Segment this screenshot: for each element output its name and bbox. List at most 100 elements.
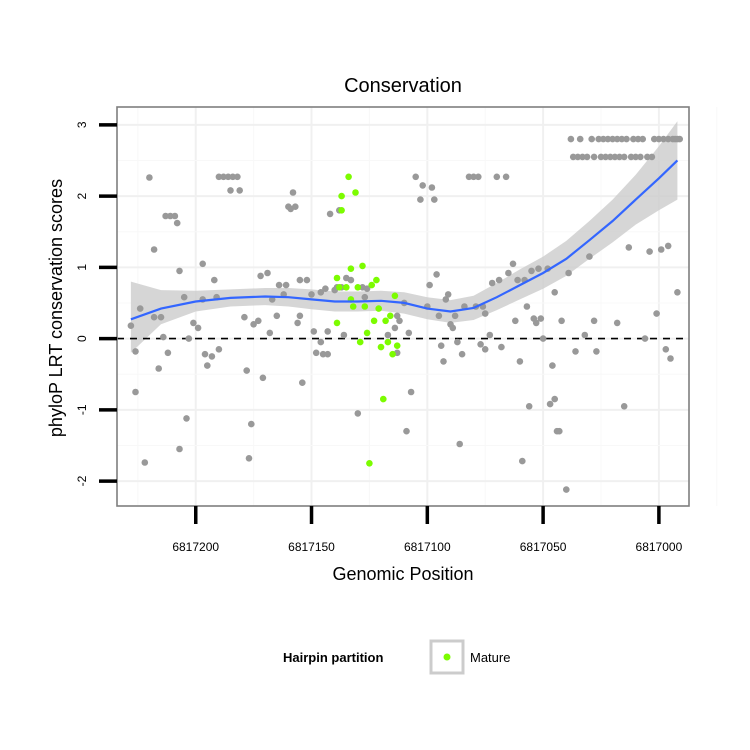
- point-other: [549, 362, 556, 369]
- point-other: [539, 335, 547, 342]
- point-other: [648, 153, 656, 161]
- point-other: [620, 153, 628, 161]
- point-mature: [377, 343, 385, 351]
- point-other: [183, 415, 190, 422]
- point-other: [224, 173, 232, 181]
- point-other: [644, 153, 651, 161]
- point-other: [667, 355, 674, 362]
- point-mature: [375, 305, 383, 312]
- point-other: [384, 331, 392, 339]
- point-other: [190, 319, 197, 327]
- point-other: [456, 440, 464, 448]
- point-other: [312, 349, 320, 357]
- point-other: [576, 135, 584, 143]
- point-other: [523, 303, 531, 310]
- point-other: [565, 269, 572, 277]
- point-other: [296, 276, 304, 284]
- point-other: [150, 246, 158, 253]
- point-other: [502, 173, 510, 181]
- point-mature: [361, 303, 369, 310]
- point-other: [451, 312, 459, 320]
- point-other: [574, 153, 582, 161]
- point-other: [607, 153, 614, 161]
- point-other: [354, 410, 362, 417]
- point-other: [609, 135, 616, 143]
- point-mature: [343, 284, 350, 291]
- x-tick-label: 6817000: [636, 540, 683, 554]
- point-other: [498, 343, 505, 351]
- point-mature: [352, 189, 359, 196]
- x-tick-label: 6817150: [288, 540, 335, 554]
- point-other: [590, 153, 598, 161]
- y-tick-label: 2: [75, 192, 89, 199]
- point-other: [324, 350, 332, 358]
- point-other: [167, 212, 174, 220]
- point-other: [146, 174, 153, 181]
- point-other: [625, 244, 633, 251]
- point-other: [254, 317, 262, 325]
- point-other: [236, 187, 243, 194]
- point-other: [319, 350, 327, 358]
- point-other: [449, 324, 457, 332]
- point-other: [403, 427, 410, 435]
- point-other: [556, 427, 563, 435]
- point-other: [512, 317, 519, 325]
- point-mature: [356, 338, 364, 346]
- point-other: [639, 135, 646, 143]
- point-other: [620, 403, 628, 410]
- point-other: [646, 248, 653, 255]
- point-other: [583, 153, 591, 161]
- point-other: [495, 276, 503, 284]
- point-other: [150, 313, 158, 321]
- point-other: [660, 135, 667, 143]
- grid-lines: [117, 107, 718, 506]
- point-other: [514, 276, 521, 284]
- point-other: [632, 153, 639, 161]
- point-other: [634, 135, 642, 143]
- point-other: [546, 400, 554, 408]
- point-other: [600, 135, 607, 143]
- point-other: [653, 310, 660, 317]
- point-mature: [366, 460, 373, 467]
- legend: Hairpin partition Mature: [283, 639, 510, 675]
- point-other: [465, 173, 473, 181]
- y-tick-label: 3: [75, 121, 89, 128]
- point-other: [275, 281, 283, 289]
- point-other: [433, 271, 440, 278]
- point-other: [173, 219, 181, 227]
- point-other: [257, 272, 264, 280]
- x-axis-title: Genomic Position: [332, 564, 473, 584]
- point-mature: [380, 395, 387, 403]
- point-other: [391, 324, 399, 332]
- point-other: [637, 153, 644, 161]
- point-mature: [373, 276, 380, 284]
- point-other: [201, 350, 209, 358]
- point-other: [176, 267, 183, 275]
- point-other: [289, 189, 297, 196]
- point-other: [616, 153, 623, 161]
- point-mature: [338, 192, 345, 200]
- point-other: [396, 317, 403, 325]
- point-other: [454, 338, 461, 346]
- point-other: [241, 313, 248, 321]
- point-other: [417, 196, 424, 203]
- point-other: [588, 135, 595, 143]
- point-mature: [393, 342, 401, 350]
- point-other: [229, 173, 237, 181]
- point-other: [208, 353, 216, 360]
- point-other: [458, 350, 466, 358]
- point-other: [657, 246, 665, 253]
- point-other: [127, 322, 135, 330]
- point-other: [509, 260, 517, 268]
- point-other: [440, 358, 447, 365]
- point-other: [245, 455, 253, 462]
- point-other: [630, 135, 637, 143]
- point-mature: [382, 317, 389, 325]
- point-other: [567, 135, 575, 143]
- point-other: [227, 187, 234, 194]
- point-other: [412, 173, 420, 181]
- point-mature: [333, 319, 341, 327]
- smooth-trend-line: [130, 159, 679, 321]
- point-other: [194, 324, 202, 332]
- point-other: [551, 395, 558, 403]
